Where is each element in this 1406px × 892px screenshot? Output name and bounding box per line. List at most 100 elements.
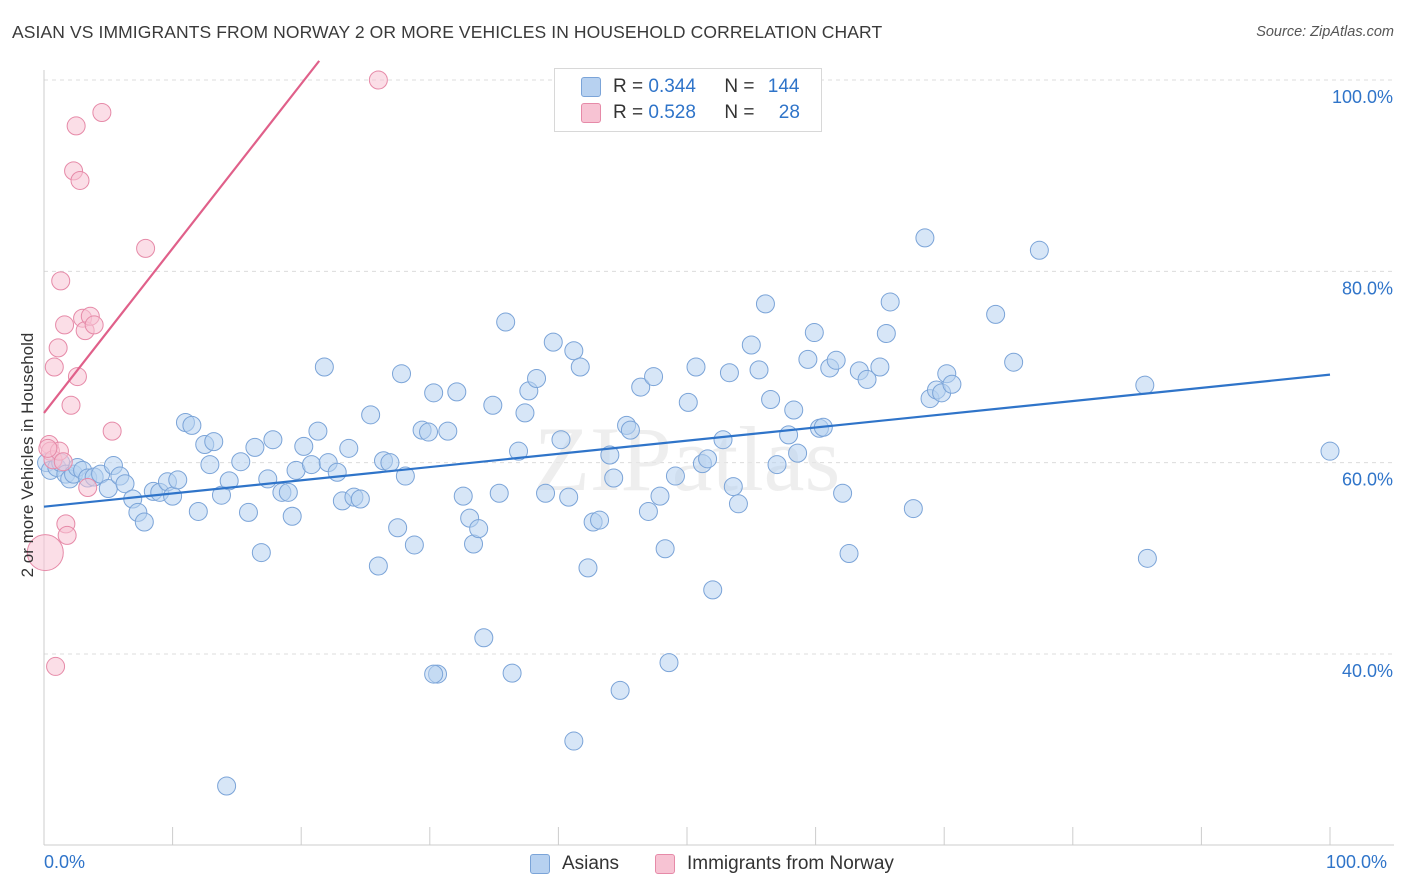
asian-point bbox=[678, 392, 698, 412]
asian-point bbox=[536, 483, 556, 503]
asian-point bbox=[564, 731, 584, 751]
asian-point bbox=[903, 499, 923, 519]
trend-lines bbox=[43, 60, 1331, 508]
asian-point bbox=[188, 501, 208, 521]
asian-point bbox=[600, 445, 620, 465]
asian-point bbox=[631, 377, 651, 397]
x-tick-label-left: 0.0% bbox=[44, 852, 86, 872]
legend-swatch-pink bbox=[581, 103, 601, 123]
y-tick-labels: 40.0% 60.0% 80.0% 100.0% bbox=[1332, 87, 1393, 681]
norway-point bbox=[136, 238, 156, 258]
asian-point bbox=[1320, 441, 1340, 461]
asian-point bbox=[880, 292, 900, 312]
asian-point bbox=[231, 452, 251, 472]
norway-point bbox=[38, 438, 58, 458]
asian-point bbox=[604, 468, 624, 488]
asian-point bbox=[1029, 240, 1049, 260]
asian-point bbox=[438, 421, 458, 441]
asian-point bbox=[308, 421, 328, 441]
asian-point bbox=[278, 482, 298, 502]
asian-point bbox=[134, 512, 154, 532]
watermark: ZIPatlas bbox=[534, 408, 841, 510]
asian-point bbox=[570, 357, 590, 377]
asian-point bbox=[870, 357, 890, 377]
norway-point bbox=[57, 525, 77, 545]
asian-point bbox=[419, 422, 439, 442]
norway-point bbox=[70, 170, 90, 190]
asian-point bbox=[804, 323, 824, 343]
legend-row-norway: R = 0.528 N = 28 bbox=[581, 101, 800, 125]
n-label: N = bbox=[724, 102, 760, 123]
asian-point bbox=[168, 470, 188, 490]
asian-point bbox=[294, 436, 314, 456]
norway-point bbox=[78, 478, 98, 498]
asian-point bbox=[915, 228, 935, 248]
n-value: 144 bbox=[767, 76, 800, 97]
asian-point bbox=[424, 664, 444, 684]
asian-point bbox=[395, 466, 415, 486]
asian-point bbox=[509, 441, 529, 461]
asian-point bbox=[638, 501, 658, 521]
y-tick-label: 80.0% bbox=[1342, 278, 1393, 298]
asian-point bbox=[314, 357, 334, 377]
asian-point bbox=[392, 364, 412, 384]
norway-point bbox=[53, 452, 73, 472]
asian-point bbox=[515, 403, 535, 423]
asian-point bbox=[713, 430, 733, 450]
legend-swatch-blue bbox=[581, 77, 601, 97]
asian-point bbox=[251, 543, 271, 563]
asian-point bbox=[798, 349, 818, 369]
asian-point bbox=[453, 486, 473, 506]
legend-swatch-pink bbox=[655, 854, 675, 874]
asian-point bbox=[686, 357, 706, 377]
asian-point bbox=[200, 455, 220, 475]
asian-point bbox=[761, 390, 781, 410]
asian-point bbox=[942, 374, 962, 394]
norway-point bbox=[368, 70, 388, 90]
norway-point bbox=[46, 656, 66, 676]
chart-title: ASIAN VS IMMIGRANTS FROM NORWAY 2 OR MOR… bbox=[12, 22, 883, 42]
asian-point bbox=[749, 360, 769, 380]
asian-point bbox=[826, 350, 846, 370]
asian-point bbox=[644, 367, 664, 387]
asian-point bbox=[590, 510, 610, 530]
asian-point bbox=[578, 558, 598, 578]
asian-point bbox=[986, 304, 1006, 324]
asian-point bbox=[204, 432, 224, 452]
legend-item-asians: Asians bbox=[530, 853, 619, 875]
asian-point bbox=[483, 395, 503, 415]
series-immigrants-from-norway bbox=[26, 70, 388, 676]
asian-point bbox=[502, 663, 522, 683]
asian-point bbox=[424, 383, 444, 403]
y-tick-label: 60.0% bbox=[1342, 470, 1393, 490]
asian-point bbox=[469, 519, 489, 539]
asian-point bbox=[350, 489, 370, 509]
n-value: 28 bbox=[778, 102, 800, 123]
asian-point bbox=[610, 680, 630, 700]
norway-point bbox=[26, 534, 64, 572]
correlation-legend: R = 0.344 N = 144 R = 0.528 N = 28 bbox=[554, 68, 822, 132]
norway-point bbox=[55, 315, 75, 335]
asian-point bbox=[703, 580, 723, 600]
norway-point bbox=[92, 103, 112, 123]
r-label: R = bbox=[613, 102, 649, 123]
asian-point bbox=[115, 474, 135, 494]
asian-point bbox=[527, 368, 547, 388]
asian-point bbox=[245, 437, 265, 457]
asian-point bbox=[784, 400, 804, 420]
asian-point bbox=[551, 430, 571, 450]
norway-point bbox=[61, 395, 81, 415]
asian-point bbox=[755, 294, 775, 314]
asian-point bbox=[655, 539, 675, 559]
norway-point bbox=[48, 338, 68, 358]
asian-point bbox=[1137, 548, 1157, 568]
asian-point bbox=[238, 502, 258, 522]
norway-point bbox=[51, 271, 71, 291]
asian-point bbox=[767, 455, 787, 475]
asian-point bbox=[380, 453, 400, 473]
asian-point bbox=[182, 415, 202, 435]
asian-point bbox=[665, 466, 685, 486]
legend-label-norway: Immigrants from Norway bbox=[687, 853, 894, 874]
legend-swatch-blue bbox=[530, 854, 550, 874]
